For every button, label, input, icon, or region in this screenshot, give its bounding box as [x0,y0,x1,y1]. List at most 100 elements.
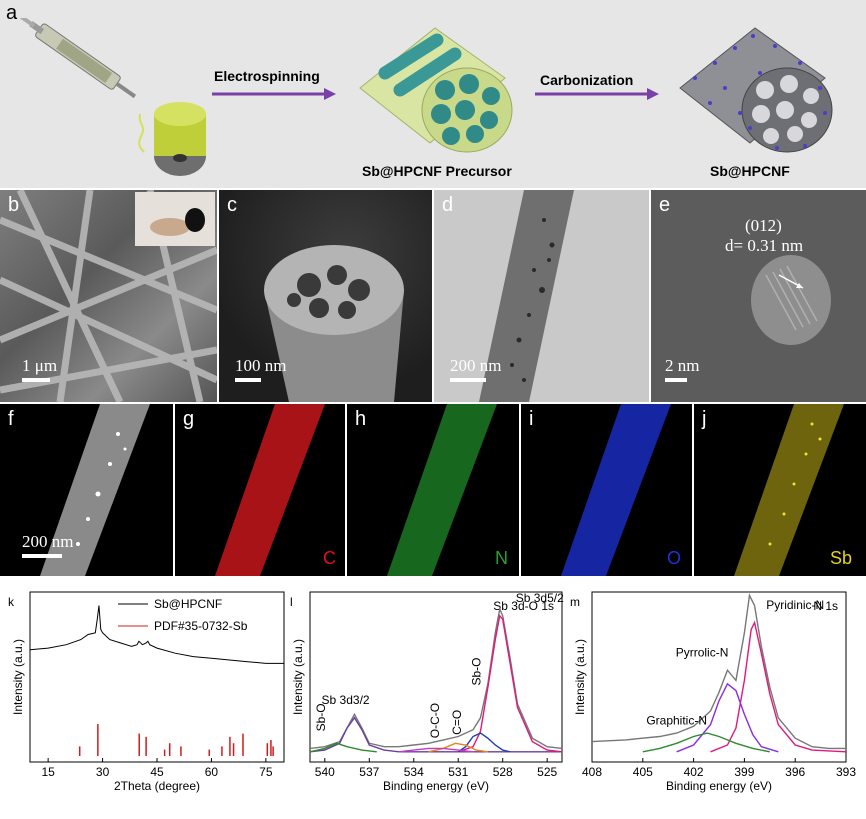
scale-bar-d [450,378,486,382]
sem-image-c: c 100 nm [219,190,432,402]
caption-final: Sb@HPCNF [710,163,790,179]
x-tick-label: 525 [537,765,557,779]
annotation-c-o: C=O [450,710,464,735]
x-tick-label: 528 [493,765,513,779]
panel-label-a: a [6,2,18,24]
series-line-sb-hpcnf [29,605,284,664]
x-tick-label: 405 [633,765,653,779]
chart-title: Sb 3d-O 1s [493,599,554,613]
lattice-plane: (012) [745,216,782,235]
scale-label-d: 200 nm [450,356,502,375]
element-label-sb: Sb [830,548,853,568]
map-c: g C [175,404,345,576]
x-tick-label: 537 [359,765,379,779]
xps-sb-chart: l 540 537 534 531 528 525 Binding energy (eV) In… [290,591,564,793]
carbonized-fiber-illustration [679,27,833,153]
plot-frame [591,591,847,763]
annotation-sb3d32: Sb 3d3/2 [322,693,370,707]
flexible-film-icon [150,208,205,236]
y-axis-label: Intensity (a.u.) [291,639,305,715]
annotation-sb3d52: Sb 3d5/2 [516,591,564,605]
series-line-raw [309,606,563,750]
schematic-panel: a Electrospinning Sb@HPCNF Prec [0,0,866,188]
x-tick-label: 60 [205,765,219,779]
panel-label-h: h [355,408,367,430]
series-line-pyridinic-n [710,620,847,753]
series-line-raw [591,593,846,750]
single-fiber-illustration [479,190,574,402]
series-line-sb-o-3d3-2- [309,742,377,753]
x-axis-label: 2Theta (degree) [114,779,200,793]
x-tick-label: 15 [41,765,55,779]
oxygen-map-illustration [561,404,671,576]
series-line-graphitic-n [642,732,770,753]
y-axis-label: Intensity (a.u.) [11,639,25,715]
nanofiber-network-illustration [0,190,217,402]
series-line-o-c-o [398,747,474,753]
inset-photo [135,192,215,246]
x-axis-label: Binding energy (eV) [666,779,772,793]
plots-row: k 15 30 45 60 75 2Theta (degree) Intensity (a.u… [8,591,856,793]
element-label-o: O [667,548,682,568]
x-tick-label: 30 [96,765,110,779]
electrospinning-setup-illustration [20,18,206,176]
map-o: i O [521,404,692,576]
xps-n-chart: m 408 405 402 399 396 393 Binding energy (eV) In… [570,591,856,793]
caption-precursor: Sb@HPCNF Precursor [362,163,512,179]
series-line-sb-3d3-2 [309,716,562,753]
x-tick-label: 540 [315,765,335,779]
scale-bar-e [665,378,687,382]
scale-label-b: 1 μm [22,356,58,375]
lattice-fringe-illustration [651,190,866,402]
step-electrospinning: Electrospinning [214,68,320,84]
panel-label-b: b [8,194,20,216]
step-carbonization: Carbonization [540,72,634,88]
scale-bar-c [235,378,261,382]
precursor-fiber-illustration [359,27,513,153]
annotation-graphitic-n: Graphitic-N [646,714,707,728]
plot-frame [309,591,563,763]
hrtem-image-e: e (012) d= 0.31 nm 2 nm [651,190,866,402]
panel-label-g: g [183,408,195,430]
chart-title: N 1s [813,599,838,613]
scale-bar-b [22,378,50,382]
plot-frame [29,591,285,763]
scale-label-c: 100 nm [235,356,287,375]
panel-label-m: m [570,595,580,609]
panel-label-d: d [442,194,454,216]
annotation-sb-o-right: Sb-O [469,657,483,685]
panel-label-k: k [8,595,15,609]
scale-label-e: 2 nm [665,356,700,375]
tem-image-d: d 200 nm [434,190,649,402]
element-label-c: C [323,548,336,568]
map-sb: j Sb [694,404,866,576]
panel-label-j: j [702,408,707,430]
annotation-pyridinic-n: Pyridinic-N [766,598,824,612]
panel-label-e: e [659,194,671,216]
arrow-1-icon [212,88,336,100]
lattice-spacing: d= 0.31 nm [725,236,804,255]
x-axis-label: Binding energy (eV) [383,779,489,793]
x-tick-label: 402 [684,765,704,779]
legend-entry-pdf: PDF#35-0732-Sb [154,619,248,633]
xrd-chart: k 15 30 45 60 75 2Theta (degree) Intensity (a.u… [8,591,285,793]
x-tick-label: 393 [836,765,856,779]
panel-label-c: c [227,194,237,216]
x-tick-label: 408 [582,765,602,779]
panel-label-l: l [290,595,293,609]
x-tick-label: 399 [734,765,754,779]
x-tick-label: 396 [785,765,805,779]
haadf-fiber-illustration [40,404,150,576]
x-tick-label: 534 [404,765,424,779]
element-label-n: N [495,548,508,568]
carbon-map-illustration [215,404,325,576]
scale-bar-f [22,554,62,558]
annotation-pyrrolic-n: Pyrrolic-N [676,646,729,660]
y-axis-label: Intensity (a.u.) [573,639,587,715]
haadf-image-f: f 200 nm [0,404,173,576]
panel-label-f: f [8,408,14,430]
x-tick-label: 45 [150,765,164,779]
antimony-map-illustration [734,404,844,576]
x-tick-label: 75 [259,765,273,779]
annotation-o-c-o: O-C-O [428,703,442,738]
